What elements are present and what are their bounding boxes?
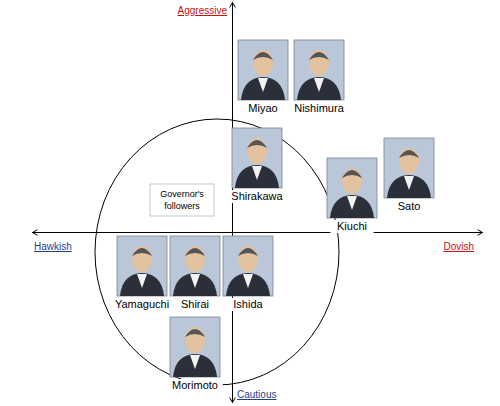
svg-text:Hawkish: Hawkish <box>34 241 72 252</box>
svg-text:Governor's: Governor's <box>160 189 204 199</box>
svg-text:Miyao: Miyao <box>248 102 277 114</box>
svg-text:Ishida: Ishida <box>233 298 263 310</box>
svg-text:Aggressive: Aggressive <box>178 5 228 16</box>
svg-text:Yamaguchi: Yamaguchi <box>115 298 169 310</box>
svg-text:Morimoto: Morimoto <box>172 379 218 391</box>
svg-text:Shirai: Shirai <box>181 298 209 310</box>
svg-text:Cautious: Cautious <box>237 389 276 400</box>
svg-text:Dovish: Dovish <box>443 241 474 252</box>
svg-text:Kiuchi: Kiuchi <box>337 220 367 232</box>
svg-text:Sato: Sato <box>398 200 421 212</box>
svg-text:followers: followers <box>164 201 200 211</box>
svg-text:Nishimura: Nishimura <box>294 102 344 114</box>
svg-text:Shirakawa: Shirakawa <box>231 190 283 202</box>
